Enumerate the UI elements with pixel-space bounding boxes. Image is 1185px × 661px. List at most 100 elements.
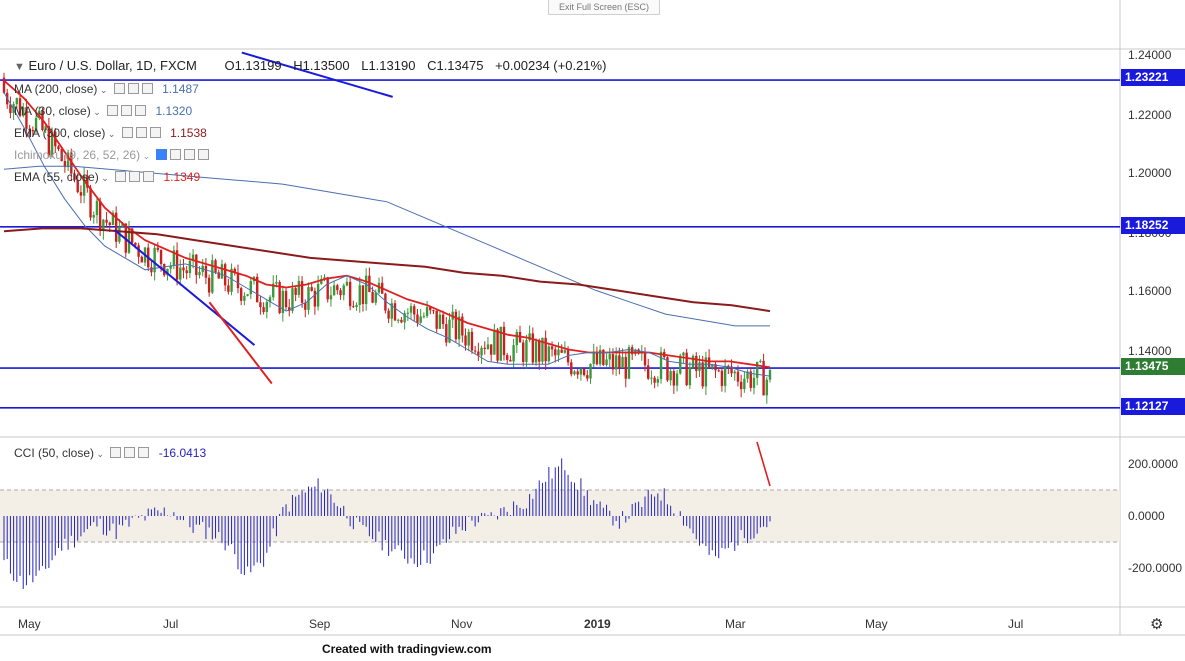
change-value: +0.00234 (+0.21%): [495, 58, 607, 73]
candle-body: [172, 250, 176, 266]
candle-body: [598, 349, 602, 365]
close-icon[interactable]: [135, 105, 147, 116]
candle-body: [457, 316, 461, 340]
candle-body: [25, 107, 28, 129]
candle-body: [505, 355, 509, 360]
high-value: H1.13500: [293, 58, 350, 73]
y-tick-label: 1.16000: [1128, 284, 1172, 298]
candle-body: [326, 277, 329, 300]
candle-body: [28, 128, 31, 131]
candle-body: [166, 268, 169, 276]
candle-body: [262, 307, 265, 312]
candle-body: [467, 331, 470, 346]
candle-body: [265, 301, 269, 312]
candle-body: [611, 354, 615, 370]
settings-icon[interactable]: [124, 447, 136, 458]
eye-icon[interactable]: [113, 83, 125, 94]
close-icon[interactable]: [141, 83, 153, 94]
candle-body: [44, 126, 47, 130]
candle-body: [512, 345, 515, 362]
candle-body: [435, 310, 438, 329]
symbol-label[interactable]: Euro / U.S. Dollar, 1D, FXCM: [28, 58, 197, 73]
eye-icon[interactable]: [156, 149, 168, 160]
eye-icon[interactable]: [107, 105, 119, 116]
candle-body: [650, 377, 653, 379]
settings-icon[interactable]: [135, 127, 147, 138]
candle-body: [278, 282, 281, 314]
settings-gear-icon[interactable]: ⚙: [1150, 616, 1164, 633]
candle-body: [121, 223, 124, 227]
candle-body: [538, 341, 541, 362]
candle-body: [34, 118, 38, 132]
settings-icon[interactable]: [127, 83, 139, 94]
candle-body: [554, 349, 557, 356]
close-value: C1.13475: [427, 58, 484, 73]
legend-ema300[interactable]: EMA (300, close) ⌄ 1.1538: [14, 126, 207, 140]
candle-body: [397, 319, 400, 321]
close-icon[interactable]: [149, 127, 161, 138]
candle-body: [390, 303, 394, 319]
eye-icon[interactable]: [121, 127, 133, 138]
braces-icon[interactable]: [184, 149, 196, 160]
settings-icon[interactable]: [129, 171, 141, 182]
legend-ma200[interactable]: MA (200, close) ⌄ 1.1487: [14, 82, 199, 96]
footer-credit: Created with tradingview.com: [322, 642, 492, 656]
candle-body: [534, 341, 538, 363]
candle-body: [368, 275, 371, 293]
cci-annotation-line: [756, 441, 771, 487]
close-icon[interactable]: [138, 447, 150, 458]
candle-body: [602, 349, 605, 365]
candle-body: [723, 365, 727, 386]
candle-body: [438, 314, 442, 329]
candle-body: [406, 312, 410, 314]
candle-body: [348, 281, 352, 307]
candle-body: [364, 275, 368, 305]
exit-fullscreen-button[interactable]: Exit Full Screen (ESC): [548, 0, 660, 15]
candle-body: [563, 350, 567, 353]
close-icon[interactable]: [198, 149, 210, 160]
candle-body: [682, 352, 685, 356]
candle-body: [544, 337, 547, 362]
candle-body: [15, 98, 19, 105]
candle-body: [573, 371, 576, 375]
candle-body: [749, 371, 752, 388]
eye-icon[interactable]: [115, 171, 127, 182]
candle-body: [268, 297, 272, 302]
legend-ma30[interactable]: MA (30, close) ⌄ 1.1320: [14, 104, 193, 118]
cci-tick-label: 0.0000: [1128, 509, 1165, 523]
cci-band: [0, 490, 1120, 542]
candle-body: [717, 370, 720, 372]
candle-body: [79, 192, 83, 196]
settings-icon[interactable]: [121, 105, 133, 116]
legend-cci[interactable]: CCI (50, close) ⌄ -16.0413: [14, 446, 207, 460]
trendline: [241, 51, 393, 98]
candle-body: [557, 349, 560, 356]
candle-body: [695, 355, 698, 371]
settings-icon[interactable]: [170, 149, 182, 160]
candle-body: [502, 326, 506, 356]
candle-body: [441, 314, 445, 325]
candle-body: [755, 361, 759, 378]
candle-body: [743, 378, 746, 390]
candle-body: [704, 357, 708, 387]
eye-icon[interactable]: [110, 447, 122, 458]
close-icon[interactable]: [143, 171, 155, 182]
candle-body: [422, 316, 426, 318]
candle-body: [233, 268, 236, 273]
candle-body: [111, 212, 115, 225]
candle-body: [249, 281, 252, 295]
legend-ichimoku[interactable]: Ichimoku (9, 26, 52, 26) ⌄: [14, 148, 210, 162]
candle-body: [243, 295, 246, 301]
candle-body: [300, 281, 304, 303]
candle-body: [525, 340, 528, 362]
legend-ema55[interactable]: EMA (55, close) ⌄ 1.1349: [14, 170, 201, 184]
candle-body: [204, 265, 208, 278]
candle-body: [515, 331, 519, 346]
candle-body: [509, 359, 512, 362]
candle-body: [313, 290, 317, 307]
candle-body: [159, 249, 163, 265]
collapse-icon[interactable]: ▼: [14, 61, 25, 73]
x-tick-label: May: [18, 617, 41, 631]
candle-body: [541, 337, 544, 362]
